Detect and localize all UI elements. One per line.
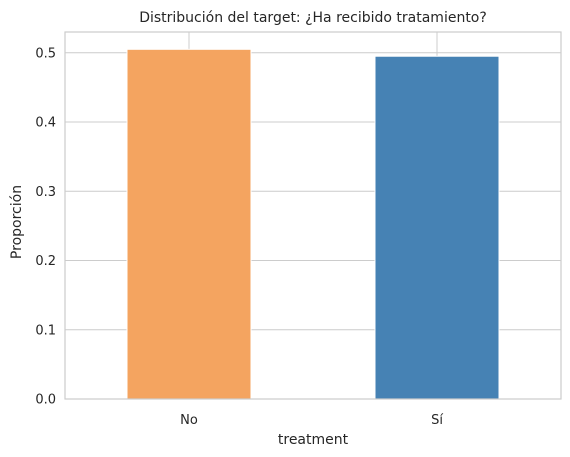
bar-no (126, 48, 252, 400)
x-axis-ticks: No Sí (180, 413, 443, 428)
y-tick-label: 0.1 (35, 323, 56, 338)
y-tick-label: 0.5 (35, 46, 56, 61)
y-axis-ticks: 0.0 0.1 0.2 0.3 0.4 0.5 (35, 46, 56, 407)
y-tick-label: 0.3 (35, 185, 56, 200)
y-axis-label: Proporción (9, 185, 25, 259)
x-axis-label: treatment (278, 432, 349, 448)
y-tick-label: 0.4 (35, 116, 56, 131)
plot-frame (64, 31, 562, 400)
chart-title: Distribución del target: ¿Ha recibido tr… (139, 10, 487, 26)
x-tick-label: Sí (431, 413, 443, 428)
y-tick-label: 0.2 (35, 254, 56, 269)
x-tick-label: No (180, 413, 198, 428)
bars (126, 48, 500, 400)
y-tick-label: 0.0 (35, 393, 56, 408)
bar-si (374, 55, 500, 400)
